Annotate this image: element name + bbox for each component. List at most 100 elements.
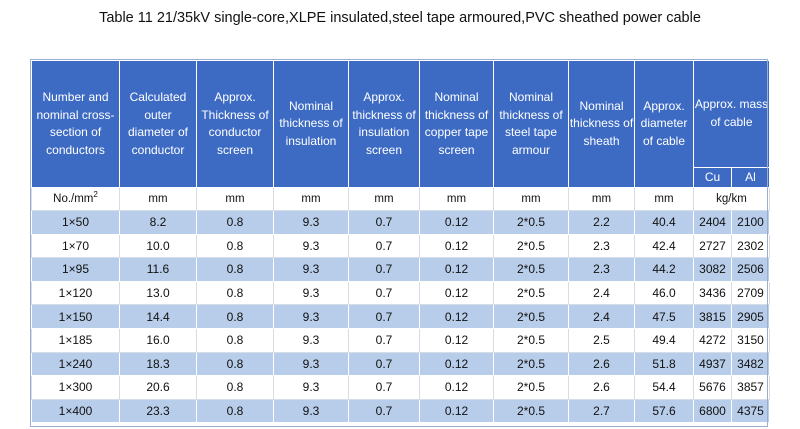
value-cell: 0.7 (348, 210, 420, 235)
value-cell: 0.12 (419, 280, 494, 306)
value-cell: 2.7 (568, 398, 635, 424)
value-cell: 3815 (693, 304, 732, 329)
value-cell: 3150 (731, 327, 770, 353)
value-cell: 14.4 (119, 304, 197, 329)
cross-section-cell: 1×70 (31, 233, 120, 259)
value-cell: 0.12 (419, 257, 494, 282)
value-cell: 2*0.5 (493, 257, 569, 282)
table-row: 1×400 23.3 0.8 9.3 0.7 0.12 2*0.5 2.7 57.6 6800 43… (31, 398, 770, 424)
value-cell: 4937 (693, 351, 732, 377)
value-cell: 0.8 (196, 233, 274, 259)
value-cell: 57.6 (634, 398, 694, 424)
value-cell: 18.3 (119, 351, 197, 377)
value-cell: 2*0.5 (493, 398, 569, 424)
value-cell: 9.3 (273, 233, 349, 259)
header-cross-section: Number and nominal cross-section of cond… (31, 60, 120, 188)
value-cell: 9.3 (273, 280, 349, 306)
value-cell: 3436 (693, 280, 732, 306)
value-cell: 0.12 (419, 351, 494, 377)
table-row: 1×70 10.0 0.8 9.3 0.7 0.12 2*0.5 2.3 42.4 2727 230… (31, 233, 770, 259)
value-cell: 0.8 (196, 257, 274, 282)
value-cell: 2506 (731, 257, 770, 282)
value-cell: 2*0.5 (493, 375, 569, 400)
cross-section-cell: 1×50 (31, 210, 120, 235)
header-conductor-screen: Approx. Thickness of conductor screen (196, 60, 274, 188)
value-cell: 0.12 (419, 210, 494, 235)
header-copper-tape: Nominal thickness of copper tape screen (419, 60, 494, 188)
header-conductor-diameter: Calculated outer diameter of conductor (119, 60, 197, 188)
value-cell: 2.6 (568, 375, 635, 400)
unit-cell: mm (568, 187, 635, 211)
value-cell: 49.4 (634, 327, 694, 353)
value-cell: 2.5 (568, 327, 635, 353)
value-cell: 9.3 (273, 327, 349, 353)
value-cell: 3082 (693, 257, 732, 282)
value-cell: 0.8 (196, 210, 274, 235)
unit-mass: kg/km (693, 187, 770, 211)
cross-section-cell: 1×240 (31, 351, 120, 377)
value-cell: 2404 (693, 210, 732, 235)
value-cell: 0.7 (348, 375, 420, 400)
unit-cell: mm (634, 187, 694, 211)
table-row: 1×50 8.2 0.8 9.3 0.7 0.12 2*0.5 2.2 40.4 2404 2100 (31, 210, 770, 235)
value-cell: 0.8 (196, 280, 274, 306)
value-cell: 46.0 (634, 280, 694, 306)
value-cell: 0.8 (196, 327, 274, 353)
value-cell: 0.7 (348, 233, 420, 259)
value-cell: 6800 (693, 398, 732, 424)
unit-cell: mm (119, 187, 197, 211)
value-cell: 2.4 (568, 304, 635, 329)
table-row: 1×240 18.3 0.8 9.3 0.7 0.12 2*0.5 2.6 51.8 4937 34… (31, 351, 770, 377)
value-cell: 51.8 (634, 351, 694, 377)
value-cell: 2302 (731, 233, 770, 259)
value-cell: 2*0.5 (493, 233, 569, 259)
value-cell: 47.5 (634, 304, 694, 329)
table-row: 1×185 16.0 0.8 9.3 0.7 0.12 2*0.5 2.5 49.4 4272 31… (31, 327, 770, 353)
value-cell: 9.3 (273, 304, 349, 329)
header-mass-cu: Cu (693, 166, 732, 189)
value-cell: 0.12 (419, 304, 494, 329)
value-cell: 0.7 (348, 327, 420, 353)
value-cell: 0.7 (348, 304, 420, 329)
header-mass-al: Al (731, 166, 770, 189)
unit-cell: mm (196, 187, 274, 211)
value-cell: 2*0.5 (493, 304, 569, 329)
value-cell: 0.7 (348, 257, 420, 282)
value-cell: 0.12 (419, 233, 494, 259)
value-cell: 9.3 (273, 351, 349, 377)
value-cell: 0.12 (419, 327, 494, 353)
unit-cell: mm (493, 187, 569, 211)
value-cell: 0.12 (419, 375, 494, 400)
value-cell: 0.7 (348, 398, 420, 424)
cross-section-cell: 1×400 (31, 398, 120, 424)
cross-section-cell: 1×120 (31, 280, 120, 306)
value-cell: 0.8 (196, 351, 274, 377)
value-cell: 2.3 (568, 257, 635, 282)
value-cell: 8.2 (119, 210, 197, 235)
unit-text: No./mm (53, 193, 94, 205)
value-cell: 13.0 (119, 280, 197, 306)
value-cell: 9.3 (273, 257, 349, 282)
value-cell: 4375 (731, 398, 770, 424)
value-cell: 23.3 (119, 398, 197, 424)
unit-cross-section: No./mm2 (31, 187, 120, 211)
value-cell: 5676 (693, 375, 732, 400)
value-cell: 0.8 (196, 304, 274, 329)
value-cell: 4272 (693, 327, 732, 353)
value-cell: 42.4 (634, 233, 694, 259)
value-cell: 0.7 (348, 351, 420, 377)
value-cell: 40.4 (634, 210, 694, 235)
cross-section-cell: 1×95 (31, 257, 120, 282)
value-cell: 9.3 (273, 210, 349, 235)
header-mass: Approx. mass of cable (693, 60, 770, 168)
cable-spec-table: Number and nominal cross-section of cond… (31, 60, 770, 424)
header-sheath: Nominal thickness of sheath (568, 60, 635, 188)
value-cell: 2.4 (568, 280, 635, 306)
cross-section-cell: 1×300 (31, 375, 120, 400)
value-cell: 2727 (693, 233, 732, 259)
value-cell: 54.4 (634, 375, 694, 400)
value-cell: 2.6 (568, 351, 635, 377)
unit-cell: mm (273, 187, 349, 211)
value-cell: 9.3 (273, 398, 349, 424)
table-row: 1×95 11.6 0.8 9.3 0.7 0.12 2*0.5 2.3 44.2 3082 250… (31, 257, 770, 282)
